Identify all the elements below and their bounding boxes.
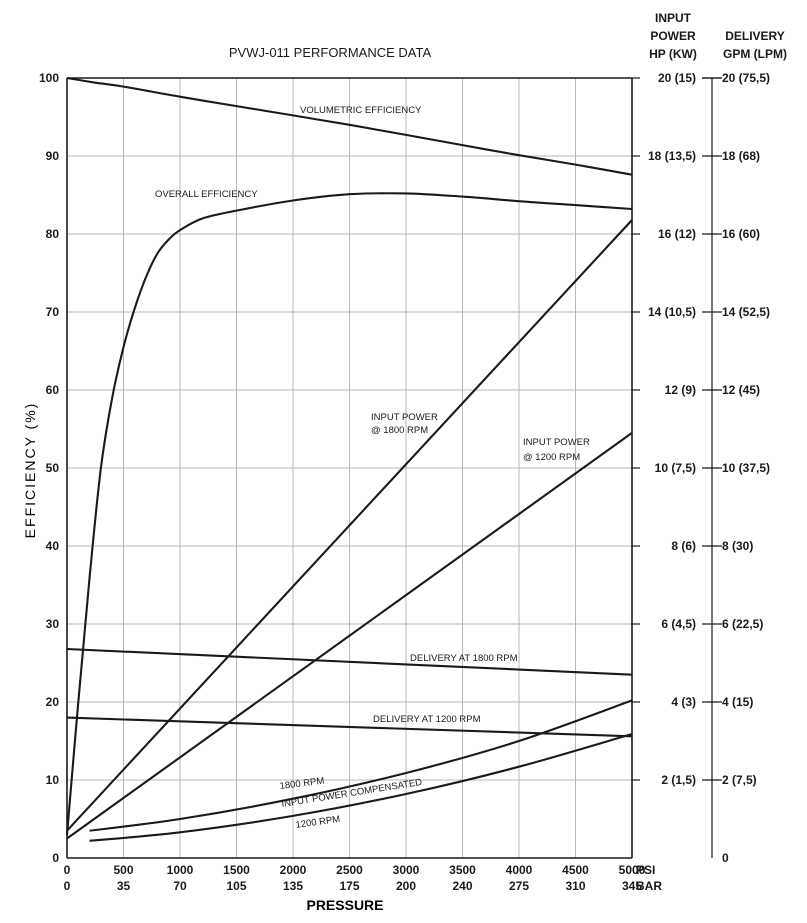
delivery-tick: 12 (45) <box>722 383 760 397</box>
power-tick: 8 (6) <box>671 539 696 553</box>
series-curves <box>65 76 633 842</box>
x-unit-bar: BAR <box>636 879 662 893</box>
label-delivery-1200: DELIVERY AT 1200 RPM <box>373 714 481 725</box>
compensated-1200-curve <box>89 732 633 842</box>
chart-title: PVWJ-011 PERFORMANCE DATA <box>229 45 432 60</box>
x-tick-bar: 345 <box>622 879 642 893</box>
y-tick: 10 <box>46 773 60 787</box>
label-input-power-1200-line1: INPUT POWER <box>523 437 590 448</box>
delivery-tick: 4 (15) <box>722 695 753 709</box>
x-tick-psi: 1500 <box>223 863 250 877</box>
header-delivery-line2: GPM (LPM) <box>723 47 787 61</box>
delivery-tick: 10 (37,5) <box>722 461 770 475</box>
y-tick: 70 <box>46 305 60 319</box>
volumetric-efficiency-curve <box>66 76 633 176</box>
label-compensated-1200: 1200 RPM <box>295 814 341 831</box>
y-tick: 90 <box>46 149 60 163</box>
delivery-tick: 0 <box>722 851 729 865</box>
delivery-1200-curve <box>66 716 633 738</box>
x-tick-bar: 310 <box>565 879 585 893</box>
y-tick: 60 <box>46 383 60 397</box>
x-tick-bar: 135 <box>283 879 303 893</box>
header-power-line1: INPUT <box>655 11 692 25</box>
power-tick: 4 (3) <box>671 695 696 709</box>
header-power-line3: HP (KW) <box>649 47 697 61</box>
y-tick: 20 <box>46 695 60 709</box>
x-tick-bar: 200 <box>396 879 416 893</box>
y-tick: 50 <box>46 461 60 475</box>
power-tick: 16 (12) <box>658 227 696 241</box>
delivery-tick: 16 (60) <box>722 227 760 241</box>
power-tick: 14 (10,5) <box>648 305 696 319</box>
label-compensated-1800: 1800 RPM <box>279 776 325 792</box>
power-tick: 12 (9) <box>665 383 696 397</box>
x-tick-psi: 5000 <box>619 863 646 877</box>
x-tick-bar: 175 <box>339 879 359 893</box>
overall-efficiency-curve <box>65 192 633 835</box>
y-tick: 0 <box>52 851 59 865</box>
input-power-1800-curve <box>66 219 633 832</box>
x-tick-psi: 2500 <box>336 863 363 877</box>
x-tick-bar: 240 <box>452 879 472 893</box>
compensated-1800-curve <box>89 699 633 832</box>
x-tick-psi: 3000 <box>393 863 420 877</box>
delivery-tick: 14 (52,5) <box>722 305 770 319</box>
power-tick: 10 (7,5) <box>655 461 696 475</box>
power-tick: 20 (15) <box>658 71 696 85</box>
power-tick: 18 (13,5) <box>648 149 696 163</box>
label-volumetric-efficiency: VOLUMETRIC EFFICIENCY <box>300 105 422 116</box>
delivery-tick: 8 (30) <box>722 539 753 553</box>
grid-lines <box>67 78 632 858</box>
input-power-1200-curve <box>66 432 633 840</box>
x-tick-psi: 1000 <box>167 863 194 877</box>
x-unit-psi: PSI <box>636 863 655 877</box>
header-delivery-line1: DELIVERY <box>725 29 785 43</box>
label-input-power-1800-line2: @ 1800 RPM <box>371 425 428 436</box>
x-tick-psi: 2000 <box>280 863 307 877</box>
x-tick-bar: 0 <box>64 879 71 893</box>
x-tick-psi: 4000 <box>506 863 533 877</box>
y-tick: 40 <box>46 539 60 553</box>
power-tick: 6 (4,5) <box>661 617 696 631</box>
x-tick-bar: 275 <box>509 879 529 893</box>
x-tick-psi: 3500 <box>449 863 476 877</box>
label-input-power-1200-line2: @ 1200 RPM <box>523 452 580 463</box>
y-axis-label: EFFICIENCY (%) <box>22 402 38 539</box>
delivery-tick: 18 (68) <box>722 149 760 163</box>
label-overall-efficiency: OVERALL EFFICIENCY <box>155 189 258 200</box>
label-delivery-1800: DELIVERY AT 1800 RPM <box>410 653 518 664</box>
header-power-line2: POWER <box>650 29 696 43</box>
x-axis-label: PRESSURE <box>306 897 383 913</box>
power-tick: 2 (1,5) <box>661 773 696 787</box>
delivery-1800-curve <box>66 647 633 676</box>
y-tick: 30 <box>46 617 60 631</box>
delivery-tick: 2 (7,5) <box>722 773 757 787</box>
label-input-power-1800-line1: INPUT POWER <box>371 412 438 423</box>
delivery-tick: 6 (22,5) <box>722 617 763 631</box>
x-tick-psi: 0 <box>64 863 71 877</box>
axis-labels: 0050035100070150010520001352500175300020… <box>39 71 770 893</box>
x-tick-psi: 4500 <box>562 863 589 877</box>
x-tick-bar: 70 <box>173 879 187 893</box>
x-tick-bar: 35 <box>117 879 131 893</box>
y-tick: 100 <box>39 71 59 85</box>
x-tick-psi: 500 <box>113 863 133 877</box>
delivery-tick: 20 (75,5) <box>722 71 770 85</box>
y-tick: 80 <box>46 227 60 241</box>
x-tick-bar: 105 <box>226 879 246 893</box>
